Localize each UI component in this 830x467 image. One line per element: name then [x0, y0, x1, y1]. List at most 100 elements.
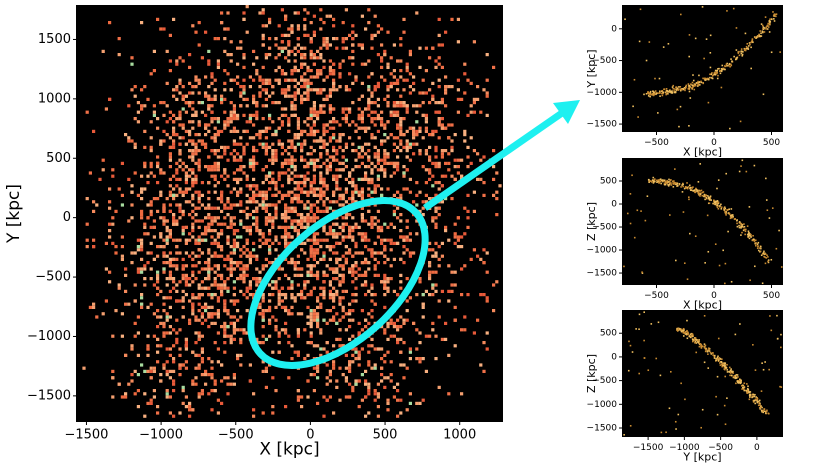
- density-cell: [191, 139, 195, 143]
- density-cell: [675, 182, 677, 185]
- density-cell: [271, 155, 275, 159]
- density-cell: [444, 225, 448, 229]
- density-cell: [322, 123, 326, 127]
- density-cell: [264, 206, 268, 210]
- density-cell: [703, 343, 706, 345]
- density-cell: [447, 392, 451, 396]
- density-cell: [204, 113, 208, 117]
- density-cell: [232, 216, 236, 220]
- density-cell: [440, 254, 444, 258]
- density-cell: [178, 123, 182, 127]
- density-cell: [210, 305, 214, 309]
- density-cell: [399, 197, 403, 201]
- density-cell: [761, 282, 764, 285]
- density-cell: [162, 129, 166, 133]
- density-cell: [482, 248, 486, 252]
- density-cell: [700, 426, 702, 429]
- density-cell: [733, 55, 735, 58]
- density-cell: [188, 408, 192, 412]
- density-cell: [133, 369, 137, 373]
- density-cell: [759, 245, 762, 248]
- density-cell: [191, 408, 195, 412]
- density-cell: [392, 43, 396, 47]
- density-cell: [364, 325, 368, 329]
- density-cell: [152, 312, 156, 316]
- density-cell: [229, 257, 233, 261]
- density-cell: [739, 381, 741, 384]
- density-cell: [239, 363, 243, 367]
- density-cell: [226, 325, 230, 329]
- density-cell: [392, 209, 396, 213]
- density-cell: [672, 182, 674, 184]
- density-cell: [165, 241, 169, 245]
- density-cell: [274, 181, 278, 185]
- density-cell: [328, 120, 332, 124]
- density-cell: [194, 213, 198, 217]
- density-cell: [694, 235, 697, 238]
- density-cell: [717, 201, 720, 204]
- density-cell: [168, 193, 172, 197]
- density-cell: [216, 331, 220, 335]
- density-cell: [248, 280, 252, 284]
- density-cell: [184, 283, 188, 287]
- density-cell: [332, 200, 336, 204]
- density-cell: [415, 104, 419, 108]
- density-cell: [746, 42, 749, 45]
- density-cell: [252, 193, 256, 197]
- density-cell: [771, 18, 773, 21]
- density-cell: [408, 401, 412, 405]
- x-axis-label: X [kpc]: [683, 299, 722, 312]
- density-cell: [335, 177, 339, 181]
- density-cell: [245, 30, 249, 34]
- density-cell: [357, 363, 361, 367]
- density-cell: [239, 261, 243, 265]
- density-cell: [204, 75, 208, 79]
- density-cell: [309, 145, 313, 149]
- density-cell: [172, 94, 176, 98]
- density-cell: [434, 289, 438, 293]
- density-cell: [255, 113, 259, 117]
- density-cell: [159, 379, 163, 383]
- density-cell: [328, 289, 332, 293]
- density-cell: [306, 222, 310, 226]
- density-cell: [338, 283, 342, 287]
- density-cell: [373, 110, 377, 114]
- density-cell: [655, 179, 658, 182]
- density-cell: [402, 30, 406, 34]
- density-cell: [399, 149, 403, 153]
- density-cell: [750, 41, 752, 44]
- density-cell: [316, 209, 320, 213]
- density-cell: [714, 69, 717, 72]
- density-cell: [370, 120, 374, 124]
- density-cell: [716, 200, 719, 202]
- density-cell: [181, 305, 185, 309]
- density-cell: [662, 180, 665, 182]
- density-cell: [316, 344, 320, 348]
- density-cell: [207, 286, 211, 290]
- density-cell: [746, 225, 749, 227]
- density-cell: [341, 149, 345, 153]
- density-cell: [213, 264, 217, 268]
- density-cell: [686, 319, 688, 322]
- density-cell: [309, 254, 313, 258]
- density-cell: [223, 171, 227, 175]
- density-cell: [654, 77, 656, 80]
- density-cell: [207, 270, 211, 274]
- density-cell: [280, 152, 284, 156]
- y-tick-label: −500: [35, 270, 71, 285]
- density-cell: [220, 232, 224, 236]
- density-cell: [424, 193, 428, 197]
- density-cell: [431, 81, 435, 85]
- density-cell: [386, 94, 390, 98]
- density-cell: [165, 331, 169, 335]
- density-cell: [392, 101, 396, 105]
- density-cell: [440, 241, 444, 245]
- density-cell: [223, 321, 227, 325]
- density-cell: [647, 92, 649, 95]
- density-cell: [130, 203, 134, 207]
- density-cell: [204, 165, 208, 169]
- density-cell: [232, 158, 236, 162]
- density-cell: [204, 305, 208, 309]
- density-cell: [357, 353, 361, 357]
- density-cell: [226, 213, 230, 217]
